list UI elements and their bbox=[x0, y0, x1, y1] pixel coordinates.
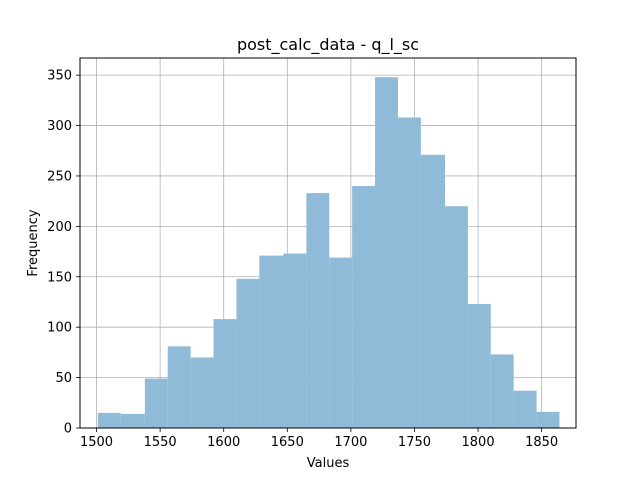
histogram-bar bbox=[397, 117, 421, 428]
x-tick-label: 1700 bbox=[334, 435, 367, 450]
histogram-bar bbox=[445, 206, 468, 428]
y-tick-label: 250 bbox=[47, 169, 72, 184]
y-tick-label: 150 bbox=[47, 270, 72, 285]
chart-title: post_calc_data - q_l_sc bbox=[237, 35, 419, 55]
histogram-bar bbox=[283, 253, 307, 428]
histogram-bar bbox=[420, 154, 446, 429]
x-tick-label: 1850 bbox=[525, 435, 558, 450]
histogram-bar bbox=[97, 412, 121, 428]
x-tick-label: 1600 bbox=[207, 435, 240, 450]
x-tick-label: 1750 bbox=[398, 435, 431, 450]
histogram-bar bbox=[190, 357, 214, 428]
x-tick-label: 1650 bbox=[271, 435, 304, 450]
histogram-bar bbox=[306, 193, 330, 428]
histogram-bar bbox=[329, 257, 353, 428]
histogram-bar bbox=[536, 411, 560, 428]
y-tick-label: 0 bbox=[64, 422, 72, 437]
y-tick-label: 50 bbox=[55, 371, 72, 386]
histogram-bar bbox=[375, 77, 398, 429]
y-axis-ticks: 0 50 100 150 200 250 300 350 bbox=[47, 69, 80, 437]
y-tick-label: 300 bbox=[47, 119, 72, 134]
histogram-bar bbox=[144, 378, 168, 428]
y-axis-label: Frequency bbox=[26, 209, 41, 276]
y-tick-label: 350 bbox=[47, 69, 72, 84]
histogram-bars bbox=[97, 77, 560, 429]
histogram-bar bbox=[120, 413, 145, 428]
y-tick-label: 100 bbox=[47, 321, 72, 336]
x-axis-ticks: 1500 1550 1600 1650 1700 1750 1800 1850 bbox=[80, 428, 558, 450]
histogram-bar bbox=[467, 303, 491, 428]
histogram-bar bbox=[167, 346, 191, 428]
x-tick-label: 1500 bbox=[80, 435, 113, 450]
histogram-bar bbox=[259, 255, 284, 428]
plot-frame bbox=[79, 57, 577, 429]
histogram-bar bbox=[490, 354, 514, 428]
x-tick-label: 1550 bbox=[144, 435, 177, 450]
histogram-bar bbox=[213, 319, 237, 428]
x-axis-label: Values bbox=[307, 456, 350, 471]
y-tick-label: 200 bbox=[47, 220, 72, 235]
x-tick-label: 1800 bbox=[462, 435, 495, 450]
histogram-bar bbox=[236, 278, 260, 428]
histogram-bar bbox=[513, 390, 537, 428]
histogram-bar bbox=[352, 186, 376, 428]
